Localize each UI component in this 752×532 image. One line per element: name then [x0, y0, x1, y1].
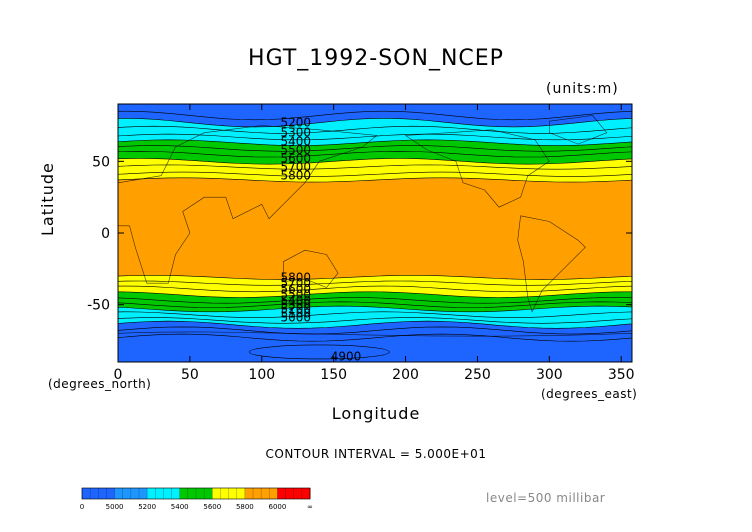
contour-line-north-9: [118, 171, 632, 177]
band-5200-5400-south: [118, 306, 632, 329]
coastline-antarctica: [118, 331, 632, 337]
colorbar-label: 5200: [138, 503, 156, 511]
x-tick-label: 50: [181, 367, 199, 383]
contour-label: 5600: [280, 282, 311, 296]
x-tick-label: 100: [248, 367, 275, 383]
coastline-2: [517, 215, 586, 313]
band-5200-5400-north: [118, 118, 632, 146]
contour-line-south-5: [118, 301, 632, 308]
y-axis-label: Latitude: [38, 162, 57, 236]
colorbar-label: 5600: [203, 503, 221, 511]
contour-line-north-10: [118, 177, 632, 183]
contour-label: 5800: [280, 270, 311, 284]
coastline-0: [118, 125, 378, 284]
contour-line-south-2: [118, 285, 632, 293]
contour-label: 5400: [280, 134, 311, 148]
contour-line-south-10: [118, 326, 632, 335]
contour-label: 5000: [280, 311, 311, 325]
colorbar-label: ∞: [307, 503, 313, 511]
contour-line-north-8: [118, 164, 632, 170]
contour-line-south-11: [118, 333, 632, 342]
colorbar-frame: [81, 487, 311, 500]
band-5600-5800-north: [118, 158, 632, 183]
coastlines: [118, 115, 632, 337]
contour-label: 5200: [280, 302, 311, 316]
x-unit-note: (degrees_east): [541, 387, 638, 401]
y-tick-label: -50: [87, 298, 110, 314]
colorbar-label: 5800: [236, 503, 254, 511]
colorbar-label: 0: [80, 503, 84, 511]
coastline-1: [404, 129, 550, 208]
band-below-5200-north: [118, 104, 632, 127]
contour-label: 5200: [280, 116, 311, 130]
colorbar-swatch: [179, 488, 213, 499]
contour-line-south-6: [118, 305, 632, 313]
colorbar-swatch: [277, 488, 311, 499]
contour-line-south-0: [118, 274, 632, 280]
band-5800-6000: [118, 177, 632, 280]
contour-label: 5800: [280, 169, 311, 183]
colorbar-label: 5400: [171, 503, 189, 511]
height-field: [118, 104, 632, 362]
contour-label: 5400: [280, 293, 311, 307]
axis-ticks: 0 50 100 150 200 250 300 350 50 0 -50: [87, 104, 635, 383]
x-tick-label: 0: [114, 367, 123, 383]
coastline-4: [549, 115, 608, 145]
coastline-3: [283, 249, 339, 288]
x-tick-label: 200: [392, 367, 419, 383]
colorbar-swatch: [82, 488, 116, 499]
contour-label: 5300: [280, 298, 311, 312]
y-tick-label: 50: [92, 154, 110, 170]
contour-line-south-1: [118, 280, 632, 286]
y-unit-note: (degrees_north): [48, 377, 152, 391]
contour-line-north-4: [118, 139, 632, 146]
x-tick-label: 150: [320, 367, 347, 383]
contour-line-south-7: [118, 311, 632, 318]
colorbar-swatch: [147, 488, 181, 499]
units-label: (units:m): [546, 81, 619, 97]
chart-title: HGT_1992-SON_NCEP: [248, 46, 504, 71]
colorbar-swatch: [212, 488, 246, 499]
contour-line-north-6: [118, 150, 632, 158]
contour-label: 5600: [280, 151, 311, 165]
contour-label: 4900: [331, 349, 362, 363]
contour-label: 5500: [280, 288, 311, 302]
contour-line-north-2: [118, 125, 632, 134]
colorbar-swatch: [244, 488, 278, 499]
contour-label: 5500: [280, 143, 311, 157]
contour-label: 5700: [280, 276, 311, 290]
x-axis-label: Longitude: [331, 404, 421, 423]
band-below-5200-south: [118, 321, 632, 362]
contour-line-south-9: [118, 320, 632, 329]
contour-line-north-7: [118, 158, 632, 165]
colorbar: 0 5000 5200 5400 5600 5800 6000 ∞: [80, 487, 313, 511]
contour-line-south-4: [118, 297, 632, 304]
contour-interval: CONTOUR INTERVAL = 5.000E+01: [265, 447, 487, 461]
level-note: level=500 millibar: [486, 491, 606, 505]
x-tick-label: 250: [464, 367, 491, 383]
y-tick-label: 0: [101, 226, 110, 242]
contour-labels: 5200530054005500560057005800580057005600…: [280, 116, 361, 364]
contour-label: 5100: [280, 306, 311, 320]
contour-line-south-3: [118, 291, 632, 298]
colorbar-label: 5000: [106, 503, 124, 511]
contour-line-north-1: [118, 117, 632, 128]
colorbar-label: 6000: [269, 503, 287, 511]
contour-line-north-0: [118, 110, 632, 121]
contour-line-north-5: [118, 145, 632, 152]
contour-label: 5700: [280, 160, 311, 174]
x-tick-label: 300: [536, 367, 563, 383]
contour-label: 5300: [280, 126, 311, 140]
contour-line-low: [248, 344, 390, 360]
x-tick-label: 350: [608, 367, 635, 383]
contour-line-south-8: [118, 317, 632, 324]
colorbar-swatch: [114, 488, 148, 499]
